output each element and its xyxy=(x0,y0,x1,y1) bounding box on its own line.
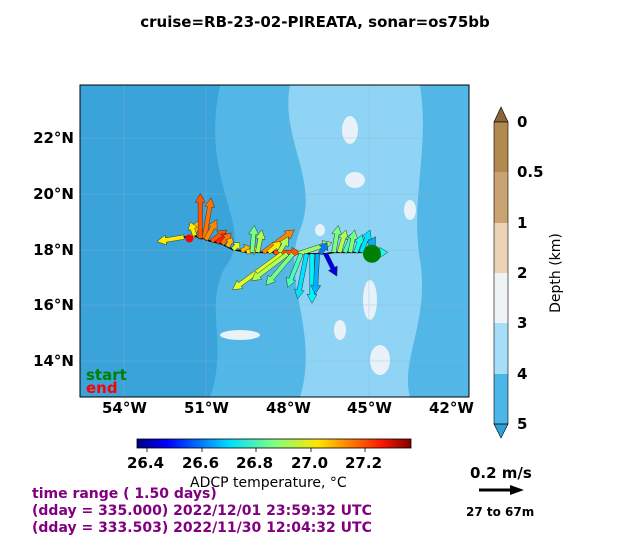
current-vector-arrow xyxy=(294,253,309,300)
depth-tick: 4 xyxy=(517,365,528,383)
depth-tick: 2 xyxy=(517,264,528,282)
colorbar-extend-bottom xyxy=(493,423,509,439)
temperature-colorbar xyxy=(136,438,412,449)
depth-tick: 1 xyxy=(517,214,528,232)
current-vector-arrow xyxy=(203,219,218,242)
lon-tick: 48°W xyxy=(266,399,311,417)
lon-tick: 54°W xyxy=(102,399,147,417)
lon-tick: 45°W xyxy=(347,399,392,417)
current-vector-arrow xyxy=(306,253,318,304)
depth-colorbar xyxy=(493,106,509,439)
end-marker xyxy=(185,234,194,243)
temp-tick: 27.2 xyxy=(345,454,383,472)
current-vector-arrow xyxy=(347,229,359,254)
scale-arrow xyxy=(479,485,524,495)
current-vector-arrow xyxy=(224,237,235,249)
current-vector-arrow xyxy=(285,252,304,288)
current-vector-arrow xyxy=(231,242,241,252)
current-vector-arrow xyxy=(323,252,338,277)
temp-tick: 27.0 xyxy=(291,454,329,472)
lat-tick: 14°N xyxy=(33,352,74,370)
current-vector-arrow xyxy=(251,251,290,282)
current-vector-arrow xyxy=(277,236,289,254)
current-vector-arrow xyxy=(265,252,295,286)
time-start: (dday = 333.503) 2022/11/30 12:04:32 UTC xyxy=(32,520,372,536)
end-label: end xyxy=(86,379,118,397)
map-frame xyxy=(79,84,470,398)
lat-tick: 16°N xyxy=(33,296,74,314)
current-vector-arrow xyxy=(358,229,372,254)
bathymetry-map xyxy=(80,85,469,397)
scale-label: 0.2 m/s xyxy=(470,464,532,482)
current-vector-arrow xyxy=(248,224,260,253)
current-vector-arrow xyxy=(201,197,215,240)
time-end: (dday = 335.000) 2022/12/01 23:59:32 UTC xyxy=(32,503,372,519)
lat-tick: 20°N xyxy=(33,185,74,203)
depth-tick: 5 xyxy=(517,415,528,433)
current-vector-arrow xyxy=(331,224,343,254)
depth-tick: 3 xyxy=(517,314,528,332)
current-vector-arrow xyxy=(336,229,349,254)
start-label: start xyxy=(86,366,127,384)
temp-tick: 26.6 xyxy=(182,454,220,472)
lon-tick: 51°W xyxy=(184,399,229,417)
start-marker xyxy=(362,244,381,263)
lon-tick: 42°W xyxy=(429,399,474,417)
colorbar-extend-top xyxy=(493,106,509,123)
current-vector-arrow xyxy=(317,242,329,256)
current-vector-arrow xyxy=(156,234,185,246)
depth-tick: 0 xyxy=(517,113,528,131)
current-vector-arrow xyxy=(254,229,266,254)
lat-tick: 22°N xyxy=(33,129,74,147)
temp-axis-label: ADCP temperature, °C xyxy=(190,475,347,491)
current-vectors xyxy=(156,192,389,304)
plot-title: cruise=RB-23-02-PIREATA, sonar=os75bb xyxy=(140,13,490,31)
current-vector-arrow xyxy=(266,240,283,255)
temp-tick: 26.8 xyxy=(236,454,274,472)
temp-tick: 26.4 xyxy=(127,454,165,472)
time-range: time range ( 1.50 days) xyxy=(32,486,217,502)
current-vector-arrow xyxy=(353,233,365,254)
depth-axis-label: Depth (km) xyxy=(548,233,564,313)
current-vector-arrow xyxy=(310,253,322,295)
depth-range-label: 27 to 67m xyxy=(466,505,535,519)
current-vector-arrow xyxy=(194,192,206,239)
lat-tick: 18°N xyxy=(33,241,74,259)
current-vector-arrow xyxy=(187,221,198,237)
depth-tick: 0.5 xyxy=(517,163,544,181)
